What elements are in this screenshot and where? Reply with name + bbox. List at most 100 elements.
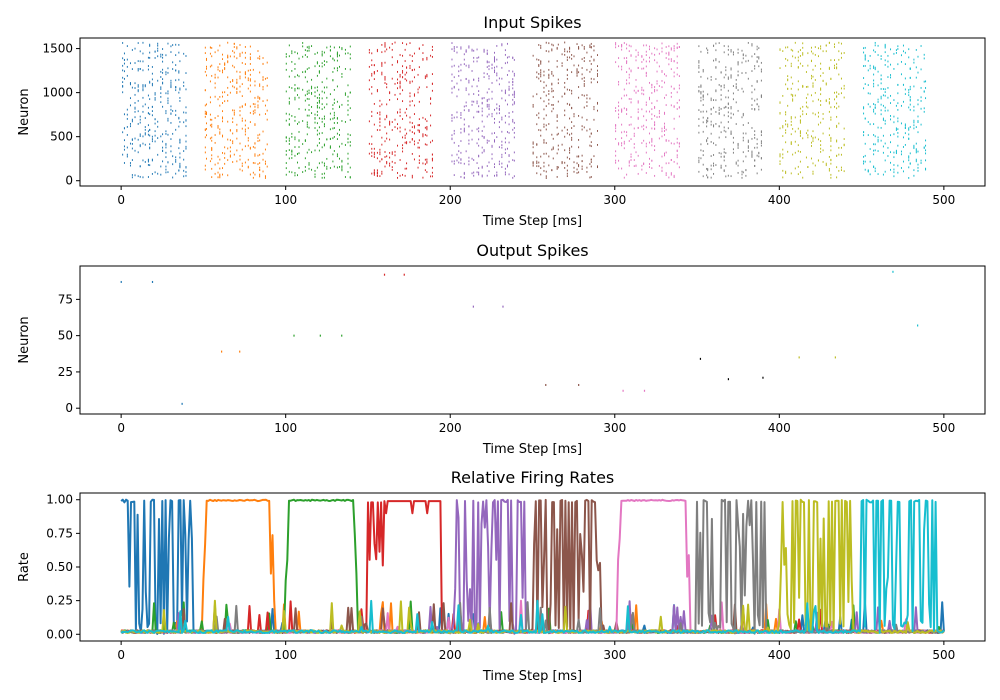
input-spike	[557, 100, 559, 103]
input-spike	[129, 104, 131, 107]
input-spike	[460, 128, 462, 130]
input-spike	[291, 52, 293, 55]
input-spike	[670, 47, 672, 50]
input-spike	[578, 171, 580, 174]
input-spike	[338, 157, 340, 160]
input-spike	[347, 103, 349, 106]
input-spike	[453, 50, 455, 52]
input-spike	[569, 50, 571, 53]
input-spike	[306, 125, 308, 128]
input-spike	[551, 148, 553, 151]
input-spike	[820, 47, 822, 50]
input-spike	[249, 173, 251, 176]
input-spike	[707, 168, 709, 170]
input-spike	[651, 108, 653, 111]
input-spike	[508, 131, 510, 134]
input-spike	[512, 78, 514, 80]
input-spike	[751, 55, 753, 58]
input-spike	[288, 86, 290, 89]
input-spike	[157, 47, 159, 50]
input-spike	[742, 114, 744, 117]
input-spike	[548, 102, 550, 105]
input-spike	[426, 128, 428, 131]
input-spike	[630, 155, 632, 158]
input-spike	[236, 92, 238, 94]
input-spike	[904, 88, 906, 91]
input-spike	[760, 142, 762, 145]
input-spike	[874, 41, 876, 44]
input-spike	[481, 165, 483, 168]
input-spike	[661, 80, 663, 82]
input-spike	[641, 67, 643, 70]
input-spike	[376, 129, 378, 131]
input-spike	[654, 123, 656, 126]
input-spike	[321, 161, 323, 164]
input-spike	[259, 85, 261, 87]
input-spike	[304, 157, 306, 160]
input-spike	[908, 166, 910, 169]
input-spike	[384, 126, 386, 129]
input-spike	[897, 135, 899, 138]
input-spike	[332, 104, 334, 106]
input-spike	[154, 92, 156, 94]
input-spike	[219, 176, 221, 179]
input-spike	[252, 112, 254, 115]
input-spike	[628, 44, 630, 47]
input-spike	[833, 91, 835, 94]
input-spike	[422, 116, 424, 119]
input-spike	[512, 93, 514, 96]
input-spike	[670, 85, 672, 88]
input-spike	[561, 95, 563, 98]
input-spike	[458, 161, 460, 164]
input-spike	[545, 152, 547, 155]
input-spike	[557, 43, 559, 46]
input-spike	[797, 144, 799, 147]
input-spike	[239, 71, 241, 74]
input-spike	[123, 127, 125, 130]
input-spike	[422, 176, 424, 179]
input-spike	[418, 124, 420, 127]
input-spike	[713, 172, 715, 175]
input-spike	[908, 177, 910, 179]
input-spike	[566, 175, 568, 178]
input-spike	[581, 77, 583, 80]
input-spike	[126, 118, 128, 120]
input-spike	[137, 84, 139, 86]
input-spike	[344, 121, 346, 123]
input-spike	[545, 124, 547, 127]
input-spike	[344, 176, 346, 178]
input-spike	[877, 150, 879, 152]
input-spike	[426, 73, 428, 76]
input-spike	[908, 127, 910, 130]
input-spike	[294, 75, 296, 78]
input-spike	[727, 103, 729, 106]
input-spike	[157, 44, 159, 47]
input-spike	[431, 153, 433, 156]
input-spike	[498, 163, 500, 166]
input-spike	[476, 142, 478, 145]
input-spike	[723, 169, 725, 172]
input-spike	[486, 105, 488, 108]
input-spike	[902, 50, 904, 53]
input-spike	[465, 87, 467, 90]
input-spike	[451, 134, 453, 137]
input-spike	[172, 163, 174, 166]
input-spike	[720, 98, 722, 101]
input-spike	[473, 100, 475, 103]
input-spike	[244, 130, 246, 133]
input-spike	[917, 120, 919, 122]
input-spike	[165, 143, 167, 146]
input-spike	[205, 57, 207, 60]
input-spike	[394, 150, 396, 153]
input-spike	[468, 64, 470, 67]
input-spike	[920, 45, 922, 47]
input-spike	[882, 94, 884, 97]
input-spike	[431, 158, 433, 160]
input-spike	[673, 60, 675, 62]
input-spike	[465, 49, 467, 52]
input-spike	[887, 155, 889, 157]
input-spike	[262, 57, 264, 59]
input-spike	[807, 129, 809, 132]
input-spike	[548, 77, 550, 79]
input-spike	[241, 95, 243, 97]
